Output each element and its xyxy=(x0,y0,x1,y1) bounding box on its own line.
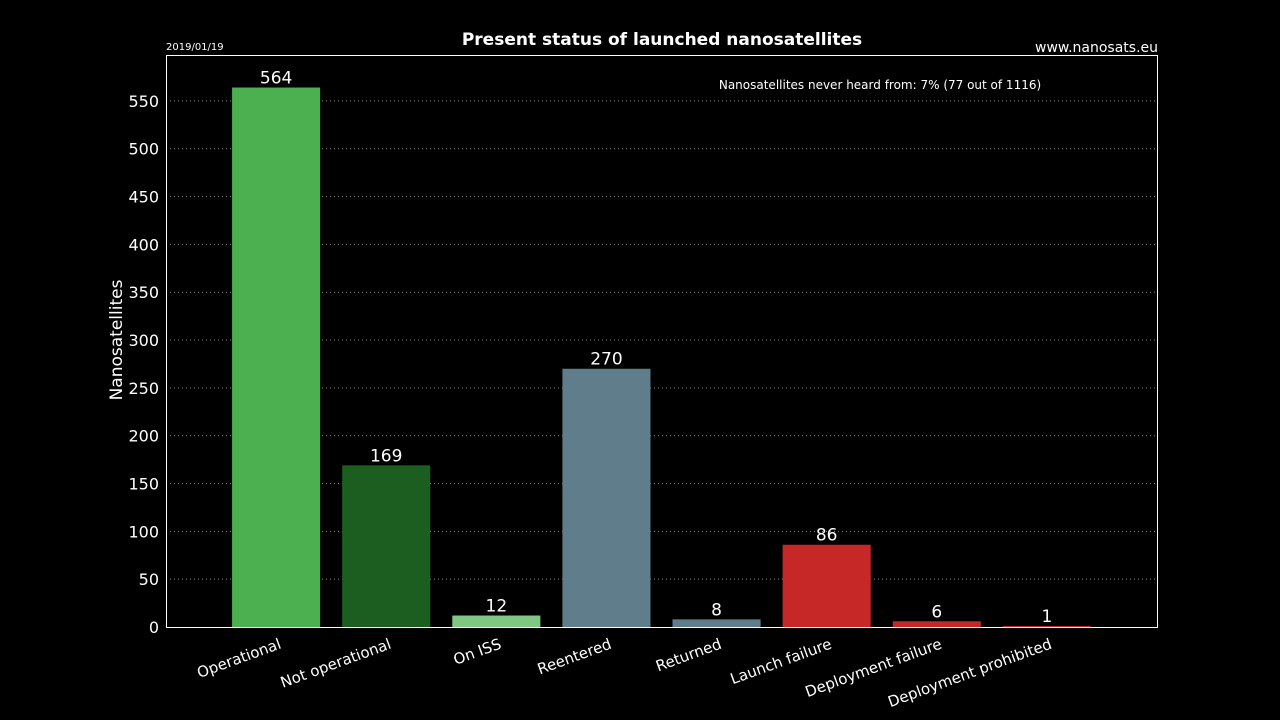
bar xyxy=(672,619,761,627)
x-tick-label: Reentered xyxy=(535,635,614,678)
y-tick-label: 450 xyxy=(128,188,159,207)
bar xyxy=(562,368,651,627)
data-label: 270 xyxy=(590,350,622,370)
x-tick-label: On ISS xyxy=(451,635,504,669)
y-tick-label: 350 xyxy=(128,283,159,302)
chart-title: Present status of launched nanosatellite… xyxy=(462,30,862,50)
data-label: 12 xyxy=(486,597,508,617)
plot-frame xyxy=(166,55,1158,628)
data-label: 6 xyxy=(931,602,942,622)
data-label: 8 xyxy=(711,600,722,620)
x-tick-label: Operational xyxy=(195,635,284,682)
y-tick-label: 550 xyxy=(128,92,159,111)
bar xyxy=(1002,626,1091,628)
x-tick-label: Not operational xyxy=(278,635,394,692)
y-axis-label: Nanosatellites xyxy=(107,279,127,400)
y-axis-ticks: 0 50 100 150 200 250 300 350 400 450 500 550 xyxy=(128,92,159,637)
annotation-text: Nanosatellites never heard from: 7% (77 … xyxy=(719,78,1041,92)
y-tick-label: 150 xyxy=(128,475,159,494)
bar xyxy=(782,544,871,627)
y-tick-label: 0 xyxy=(149,618,159,637)
bar xyxy=(232,87,321,628)
bar xyxy=(892,621,981,627)
data-label: 86 xyxy=(816,526,838,546)
y-tick-label: 500 xyxy=(128,140,159,159)
data-labels: 564 169 12 270 8 86 6 1 xyxy=(260,69,1052,628)
data-label: 169 xyxy=(370,446,402,466)
date-label: 2019/01/19 xyxy=(166,42,224,53)
x-tick-label: Returned xyxy=(653,635,724,675)
bar xyxy=(342,465,431,627)
y-tick-label: 200 xyxy=(128,427,159,446)
y-tick-label: 50 xyxy=(139,570,159,589)
bars xyxy=(232,87,1091,628)
data-label: 564 xyxy=(260,69,292,89)
data-label: 1 xyxy=(1041,607,1052,627)
bar xyxy=(452,615,541,627)
y-tick-label: 100 xyxy=(128,522,159,541)
source-label: www.nanosats.eu xyxy=(1035,40,1158,56)
y-tick-label: 250 xyxy=(128,379,159,398)
y-tick-label: 400 xyxy=(128,235,159,254)
y-tick-label: 300 xyxy=(128,331,159,350)
